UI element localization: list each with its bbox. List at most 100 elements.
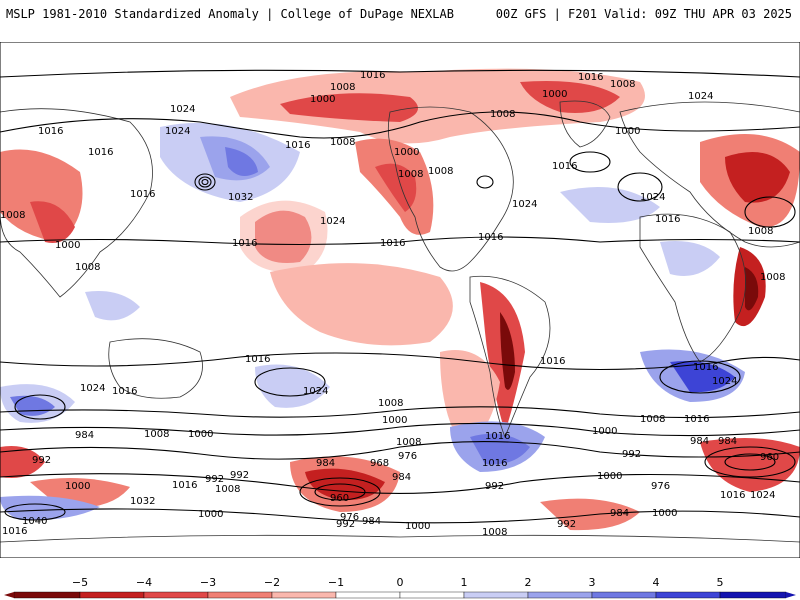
colorbar-bands [4, 591, 796, 599]
coastline-asia-west [0, 108, 153, 298]
isobar-high [198, 176, 212, 188]
anomaly-region [745, 267, 759, 311]
isobar-high [254, 367, 326, 397]
isobar-label: 1008 [610, 79, 635, 90]
anomaly-region [255, 364, 330, 408]
isobar-lines [0, 69, 800, 524]
colorbar-tick-label: 4 [653, 576, 660, 589]
isobar-label: 1008 [490, 109, 515, 120]
isobar-label: 992 [32, 455, 51, 466]
isobar-label: 1000 [198, 509, 223, 520]
isobar-label: 1016 [578, 72, 603, 83]
isobar-low [299, 477, 381, 507]
colorbar-tick-label: 1 [461, 576, 468, 589]
isobar-label: 1024 [165, 126, 190, 137]
isobar-label: 1016 [2, 526, 27, 537]
isobar-label: 1000 [65, 481, 90, 492]
isobar-label: 1024 [303, 386, 328, 397]
isobar-low [617, 172, 663, 202]
colorbar-min-arrow [4, 592, 14, 598]
coastline-australia [108, 338, 203, 399]
isobar-label: 1016 [552, 161, 577, 172]
isobar-label: 1016 [720, 490, 745, 501]
anomaly-region [520, 81, 620, 113]
map-svg: 1016 1008 1016 1008 1024 1000 1000 1024 … [0, 42, 800, 558]
isobar-low [724, 453, 776, 471]
colorbar-tick-label: −2 [264, 576, 280, 589]
isobar-label: 1000 [188, 429, 213, 440]
model-run-label: 00Z GFS | F201 Valid: 09Z THU APR 03 202… [495, 7, 792, 21]
isobar-label: 992 [336, 519, 355, 530]
colorbar-band [271, 591, 337, 599]
colorbar-tick-label: 5 [717, 576, 724, 589]
isobar-labels: 1016 1008 1016 1008 1024 1000 1000 1024 … [0, 70, 785, 538]
anomaly-region [30, 201, 75, 243]
coastline-north-america [387, 106, 514, 272]
isobar-label: 1016 [112, 386, 137, 397]
isobar-label: 1016 [380, 238, 405, 249]
isobar-low [704, 446, 796, 478]
isobar-low [569, 151, 611, 173]
isobar [0, 441, 800, 460]
colorbar-tick-label: −4 [136, 576, 152, 589]
isobar-label: 1000 [597, 471, 622, 482]
isobar-label: 1016 [245, 354, 270, 365]
isobar-high [194, 173, 216, 191]
anomaly-region [660, 241, 720, 276]
isobar-label: 1024 [80, 383, 105, 394]
anomaly-region [85, 291, 140, 321]
isobar-label: 1016 [88, 147, 113, 158]
isobar-label: 1000 [615, 126, 640, 137]
colorbar-tick-label: 3 [589, 576, 596, 589]
isobar-label: 1008 [482, 527, 507, 538]
anomaly-region [0, 495, 100, 521]
isobar-label: 1016 [684, 414, 709, 425]
colorbar-band [463, 591, 529, 599]
colorbar: −5 −4 −3 −2 −1 0 1 2 3 4 5 [0, 570, 800, 600]
isobar-low [476, 175, 494, 189]
isobar-label: 1008 [330, 137, 355, 148]
anomaly-region [440, 350, 500, 442]
isobar-label: 1024 [320, 216, 345, 227]
isobar [0, 473, 800, 494]
anomaly-region [225, 147, 258, 176]
colorbar-svg: −5 −4 −3 −2 −1 0 1 2 3 4 5 [4, 576, 796, 599]
isobar-label: 1016 [482, 458, 507, 469]
header-bar: MSLP 1981-2010 Standardized Anomaly | Co… [0, 0, 800, 30]
isobar-label: 984 [690, 436, 709, 447]
colorbar-tick-label: −1 [328, 576, 344, 589]
isobar-label: 984 [362, 516, 381, 527]
colorbar-band [13, 591, 81, 599]
colorbar-band [399, 591, 465, 599]
isobar-low [314, 483, 366, 501]
colorbar-tick-label: −5 [72, 576, 88, 589]
isobar-label: 1016 [693, 362, 718, 373]
isobar-label: 1000 [652, 508, 677, 519]
colorbar-band [655, 591, 721, 599]
isobar-label: 1016 [285, 140, 310, 151]
isobar-high [201, 178, 209, 186]
isobar-label: 1016 [172, 480, 197, 491]
isobar-label: 992 [205, 474, 224, 485]
colorbar-band [719, 591, 787, 599]
isobar-label: 984 [316, 458, 335, 469]
isobar [0, 422, 800, 437]
isobar-label: 1032 [228, 192, 253, 203]
isobar [0, 236, 800, 246]
anomaly-region [500, 312, 515, 390]
anomaly-region [0, 446, 45, 478]
colorbar-band [79, 591, 145, 599]
coastline-south-america [469, 275, 551, 439]
isobar-label: 1024 [750, 490, 775, 501]
isobar-label: 1016 [38, 126, 63, 137]
isobar [0, 352, 800, 371]
isobar-label: 1000 [394, 147, 419, 158]
anomaly-map: 1016 1008 1016 1008 1024 1000 1000 1024 … [0, 42, 800, 558]
isobar [0, 508, 800, 524]
isobar [0, 406, 800, 419]
isobar-label: 960 [760, 452, 779, 463]
isobar-label: 1008 [748, 226, 773, 237]
isobar-label: 1016 [130, 189, 155, 200]
isobar-label: 1008 [398, 169, 423, 180]
isobar [0, 111, 800, 139]
